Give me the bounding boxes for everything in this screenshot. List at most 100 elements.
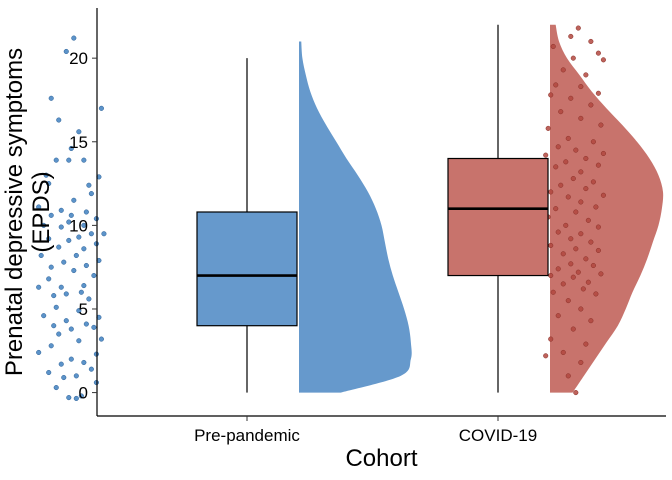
data-point [83, 209, 89, 215]
data-point [548, 272, 554, 279]
data-point [595, 247, 601, 254]
data-point [71, 197, 77, 203]
data-point [93, 241, 99, 247]
data-point [588, 239, 594, 245]
y-tick-label: 5 [79, 300, 88, 319]
data-point [68, 212, 74, 218]
data-point [43, 172, 49, 178]
data-point [98, 105, 104, 111]
data-point [558, 109, 564, 115]
data-point [68, 145, 74, 152]
data-point [568, 236, 574, 242]
data-point [88, 231, 94, 237]
data-point [583, 341, 589, 347]
data-point [91, 324, 97, 330]
data-point [568, 33, 574, 39]
data-point [46, 276, 52, 282]
points-layer [36, 25, 606, 401]
data-point [71, 35, 77, 41]
data-point [58, 361, 64, 367]
data-point [578, 199, 584, 205]
data-point [545, 125, 551, 131]
data-point [578, 115, 584, 121]
data-point [46, 236, 52, 242]
data-point [565, 194, 571, 200]
data-point [595, 90, 601, 96]
data-point [580, 286, 586, 292]
data-point [585, 217, 591, 223]
box-iqr [196, 211, 298, 327]
data-point [93, 351, 99, 357]
data-point [81, 246, 87, 252]
data-point [588, 102, 594, 108]
density-cloud-1 [299, 41, 412, 393]
data-point [560, 251, 566, 257]
data-point [83, 321, 89, 327]
data-point [590, 139, 596, 145]
data-point [86, 182, 92, 188]
density-cloud-2 [550, 24, 664, 393]
data-point [81, 157, 87, 163]
y-axis-title-line-2: (EPDS) [28, 171, 55, 252]
data-point [575, 25, 581, 31]
data-point [553, 82, 559, 88]
data-point [548, 189, 554, 195]
data-point [570, 55, 576, 61]
data-point [600, 150, 606, 157]
data-point [78, 393, 84, 399]
data-point [48, 343, 54, 349]
data-point [46, 181, 52, 187]
data-point [58, 224, 64, 230]
data-point [583, 256, 589, 262]
data-point [53, 304, 59, 310]
data-point [575, 269, 581, 275]
density-layer [299, 24, 664, 393]
data-point [593, 291, 599, 297]
data-point [76, 338, 82, 344]
data-point [86, 296, 92, 302]
data-point [565, 135, 571, 141]
data-point [573, 246, 579, 252]
data-point [588, 38, 594, 44]
data-point [573, 147, 579, 153]
data-point [63, 318, 69, 324]
data-point [63, 48, 69, 55]
data-point [61, 259, 67, 265]
data-point [578, 169, 584, 175]
data-point [51, 323, 57, 329]
y-tick-label: 20 [69, 49, 88, 68]
data-point [590, 179, 596, 185]
data-point [600, 57, 606, 63]
data-point [48, 264, 54, 270]
data-point [570, 176, 576, 182]
data-point [48, 95, 54, 101]
data-point [595, 162, 601, 168]
y-ticks: 0 5 10 15 20 [69, 49, 97, 403]
data-point [598, 122, 604, 128]
data-point [583, 186, 589, 192]
data-point [553, 164, 559, 170]
data-point [46, 369, 52, 376]
data-point [578, 359, 584, 366]
data-point [83, 262, 89, 269]
data-point [583, 72, 589, 78]
axes-layer: 0 5 10 15 20 Pre-pandemic COVID-19 [69, 8, 666, 445]
data-point [555, 229, 561, 235]
data-point [41, 313, 47, 319]
data-point [66, 237, 72, 243]
data-point [53, 385, 59, 391]
data-point [71, 267, 77, 274]
data-point [568, 261, 574, 267]
data-point [76, 308, 82, 314]
data-point [68, 326, 74, 332]
data-point [600, 192, 606, 198]
y-tick-label: 0 [79, 384, 88, 403]
data-point [76, 234, 82, 240]
data-point [68, 356, 74, 362]
data-point [63, 291, 69, 297]
data-point [548, 92, 554, 98]
data-point [91, 272, 97, 279]
data-point [543, 353, 549, 359]
